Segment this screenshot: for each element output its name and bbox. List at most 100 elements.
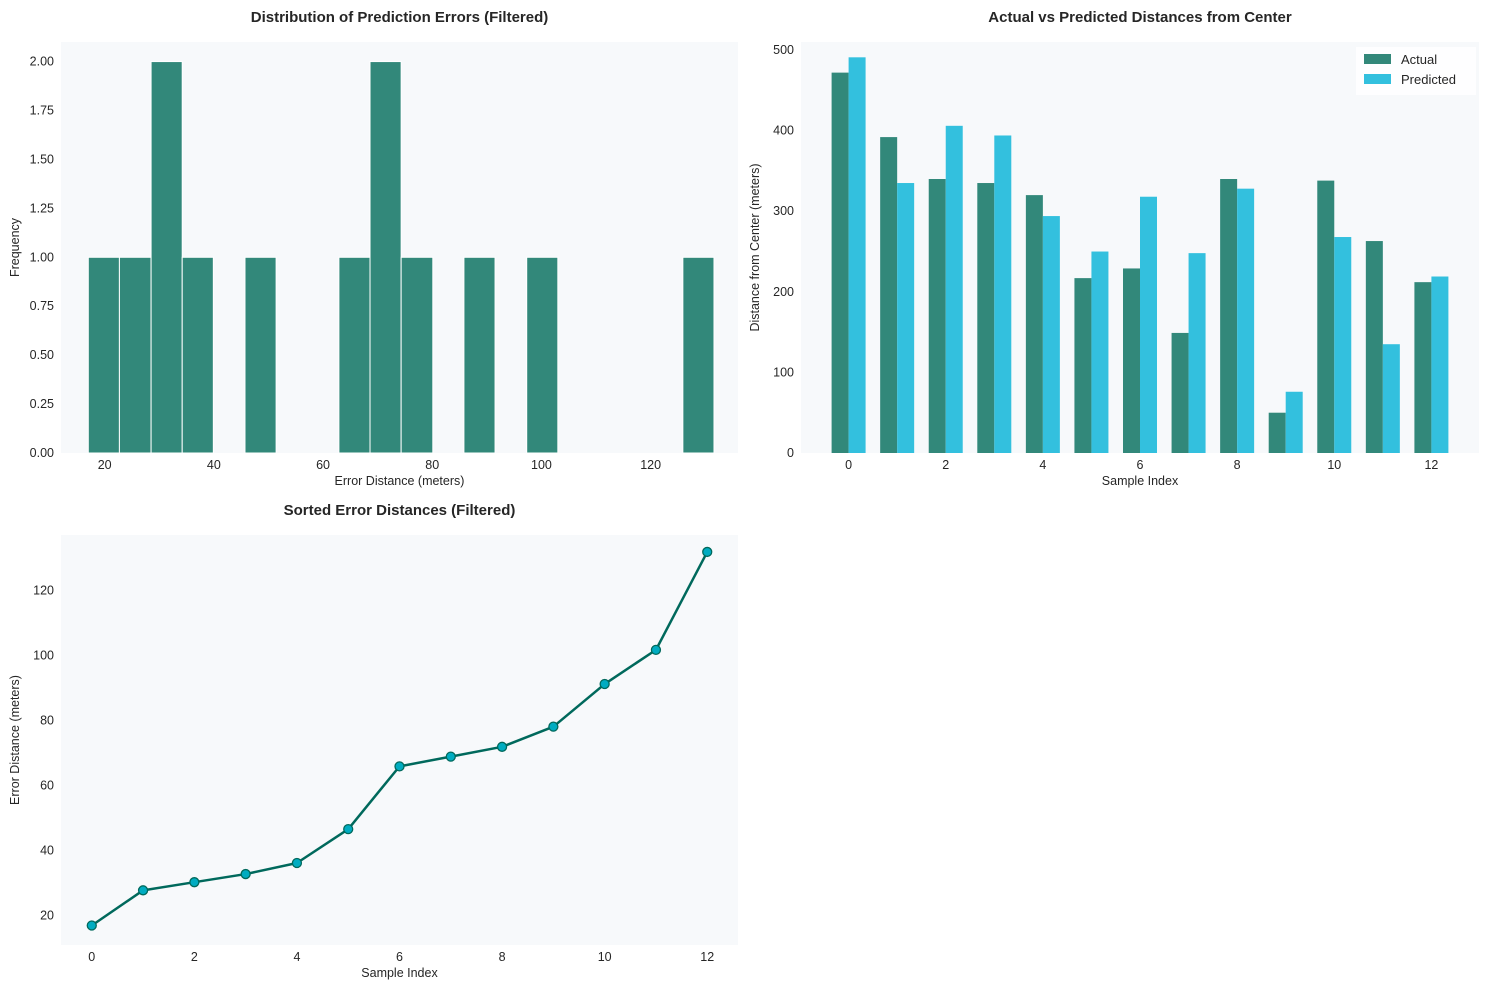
x-tick-label: 20 (98, 458, 112, 472)
y-tick-label: 100 (33, 648, 54, 662)
y-tick-label: 20 (40, 909, 54, 923)
y-tick-label: 300 (773, 204, 794, 218)
y-tick-label: 60 (40, 779, 54, 793)
x-tick-label: 12 (1424, 458, 1438, 472)
actual-bar (880, 137, 898, 453)
y-axis-label: Error Distance (meters) (8, 675, 22, 805)
data-point (548, 721, 559, 732)
histogram-bar (150, 61, 183, 454)
legend-swatch-actual (1364, 54, 1391, 64)
actual-bar (1365, 241, 1383, 453)
actual-bar (1317, 180, 1335, 454)
chart-title: Sorted Error Distances (Filtered) (284, 502, 516, 519)
y-tick-label: 0.25 (30, 397, 54, 411)
plot-area (61, 535, 738, 945)
x-tick-label: 8 (499, 950, 506, 964)
y-tick-label: 80 (40, 713, 54, 727)
y-tick-label: 0.50 (30, 348, 54, 362)
predicted-bar (1334, 237, 1352, 453)
predicted-bar (945, 125, 963, 453)
predicted-bar (897, 183, 915, 453)
x-tick-label: 4 (293, 950, 300, 964)
actual-bar (1025, 195, 1043, 453)
legend: Actual Predicted (1356, 47, 1476, 95)
predicted-bar (1285, 391, 1303, 453)
histogram-bar (338, 256, 371, 454)
actual-bar (1123, 268, 1140, 453)
grouped-bar-chart: Actual vs Predicted Distances from Cente… (748, 9, 1479, 488)
y-tick-label: 100 (773, 365, 794, 379)
x-tick-label: 60 (316, 458, 330, 472)
predicted-bar (1091, 251, 1109, 453)
x-tick-label: 2 (191, 950, 198, 964)
histogram-bar (244, 256, 277, 454)
actual-bar (1414, 282, 1432, 453)
predicted-bar (1237, 188, 1255, 453)
predicted-bar (1140, 196, 1157, 453)
x-tick-label: 2 (942, 458, 949, 472)
predicted-bar (1042, 216, 1060, 453)
data-point (137, 885, 149, 896)
x-tick-label: 100 (531, 458, 552, 472)
histogram-bar (463, 256, 496, 454)
data-point (445, 751, 456, 762)
data-point (189, 877, 200, 888)
predicted-bar (1188, 253, 1206, 453)
histogram-bar (369, 61, 402, 454)
x-tick-label: 0 (88, 950, 95, 964)
x-tick-label: 80 (425, 458, 439, 472)
legend-label-actual: Actual (1401, 52, 1437, 67)
histogram-bar (87, 256, 120, 454)
histogram-chart: Distribution of Prediction Errors (Filte… (8, 9, 738, 488)
x-tick-label: 0 (845, 458, 852, 472)
y-tick-label: 500 (773, 43, 794, 57)
y-tick-label: 120 (33, 583, 54, 597)
x-tick-label: 6 (1137, 458, 1144, 472)
actual-bar (977, 183, 995, 453)
data-point (291, 857, 303, 869)
data-point (86, 920, 97, 931)
data-point (240, 868, 251, 880)
y-tick-label: 0 (787, 446, 794, 460)
data-point (599, 678, 610, 690)
legend-label-predicted: Predicted (1401, 72, 1456, 87)
x-axis-label: Error Distance (meters) (335, 474, 465, 488)
histogram-bar (400, 256, 434, 454)
x-axis-label: Sample Index (361, 966, 438, 980)
y-tick-label: 0.75 (30, 299, 54, 313)
y-tick-label: 40 (40, 844, 54, 858)
x-tick-label: 6 (396, 950, 403, 964)
y-axis-label: Frequency (8, 217, 22, 277)
y-tick-label: 1.25 (30, 201, 54, 215)
actual-bar (1268, 412, 1286, 453)
y-tick-label: 200 (773, 285, 794, 299)
y-tick-label: 1.00 (30, 250, 54, 264)
histogram-bar (181, 256, 214, 454)
chart-title: Distribution of Prediction Errors (Filte… (251, 9, 549, 26)
data-point (702, 546, 713, 558)
actual-bar (928, 179, 946, 453)
actual-bar (1220, 179, 1238, 453)
predicted-bar (1431, 276, 1449, 453)
predicted-bar (1382, 344, 1400, 453)
actual-bar (831, 72, 849, 453)
data-point (343, 824, 354, 835)
x-tick-label: 120 (640, 458, 661, 472)
x-tick-label: 40 (207, 458, 221, 472)
line-chart: Sorted Error Distances (Filtered) Sample … (8, 502, 738, 980)
data-point (394, 761, 405, 772)
actual-bar (1171, 332, 1189, 453)
y-axis-label: Distance from Center (meters) (748, 163, 762, 331)
predicted-bar (848, 57, 866, 453)
x-tick-label: 10 (598, 950, 612, 964)
data-point (496, 741, 508, 752)
y-tick-label: 400 (773, 124, 794, 138)
histogram-bar (526, 256, 559, 454)
histogram-bar (118, 256, 152, 454)
x-tick-label: 8 (1234, 458, 1241, 472)
data-point (650, 644, 662, 656)
x-axis-label: Sample Index (1102, 474, 1179, 488)
x-tick-label: 12 (700, 950, 714, 964)
histogram-bar (682, 256, 715, 454)
